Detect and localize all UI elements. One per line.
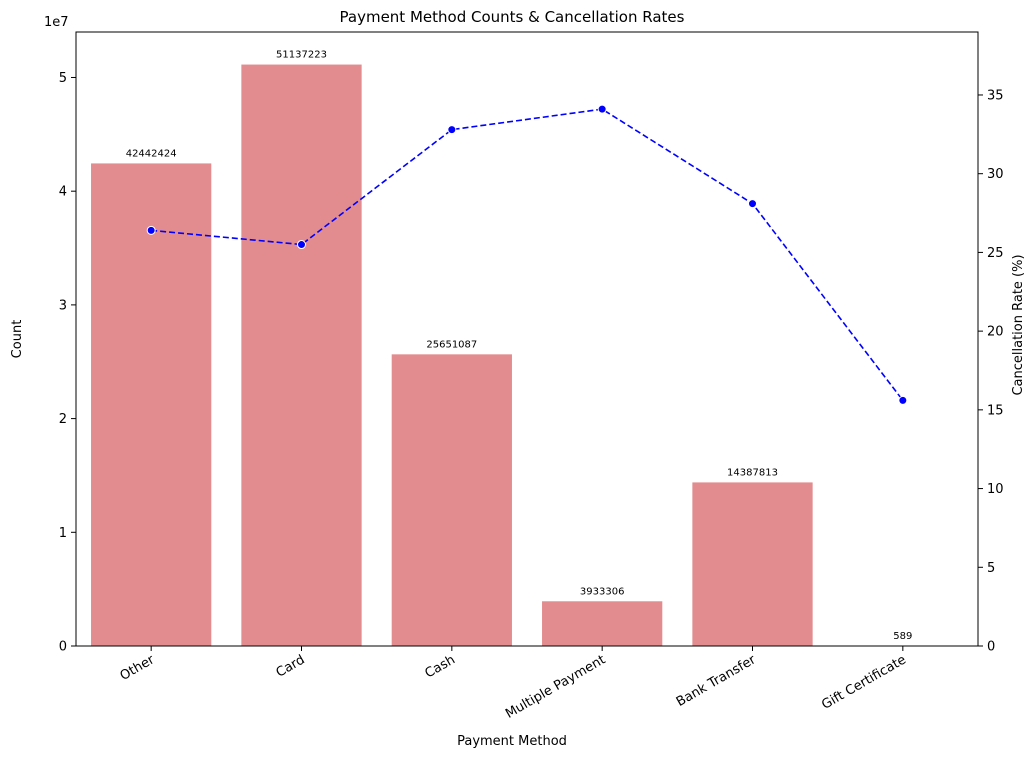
x-tick-label-2: Cash (423, 652, 458, 681)
cancellation-rate-point-3 (597, 104, 607, 114)
x-axis-ticks: Other Card Cash Multiple Payment Bank Transf… (118, 646, 909, 722)
plot-frame (75, 31, 979, 647)
y2-tick-label-6: 30 (987, 167, 1004, 182)
bar-value-label-2: 25651087 (426, 339, 477, 350)
bar-value-label-4: 14387813 (727, 467, 778, 478)
y-tick-label-0: 0 (59, 640, 67, 655)
x-tick-label-5: Gift Certificate (819, 652, 909, 712)
bar-labels-layer: 42442424 51137223 25651087 3933306 14387813 5… (126, 50, 913, 642)
cancellation-rate-point-1 (297, 240, 306, 250)
y2-tick-label-0: 0 (987, 640, 995, 655)
x-axis-title: Payment Method (457, 734, 567, 749)
bar-0 (91, 163, 212, 646)
cancellation-rate-point-0 (146, 225, 156, 235)
cancellation-rate-point-5 (898, 395, 908, 405)
y2-tick-label-1: 5 (987, 561, 995, 576)
bar-value-label-5: 589 (893, 631, 912, 642)
y2-tick-label-7: 35 (987, 88, 1004, 103)
x-tick-label-1: Card (274, 652, 308, 680)
y-tick-label-4: 4 (59, 185, 67, 200)
bars-layer (91, 64, 963, 646)
y2-tick-label-4: 20 (987, 325, 1004, 340)
y-tick-label-5: 5 (59, 71, 67, 86)
x-tick-label-0: Other (118, 652, 158, 684)
y-axis-title: Count (10, 320, 25, 359)
y-axis-ticks: 0 1 2 3 4 5 (59, 71, 76, 655)
bar-3 (542, 601, 663, 646)
bar-value-label-1: 51137223 (276, 50, 327, 61)
bar-4 (692, 482, 813, 646)
cancellation-rate-point-4 (748, 199, 757, 209)
y2-axis-title: Cancellation Rate (%) (1011, 254, 1026, 395)
bar-value-label-3: 3933306 (580, 586, 625, 597)
y2-tick-label-3: 15 (987, 403, 1004, 418)
line-layer (146, 104, 908, 405)
y-axis-offset-label: 1e7 (44, 15, 69, 30)
y-tick-label-3: 3 (59, 298, 67, 313)
cancellation-rate-point-2 (447, 125, 457, 135)
y2-axis-ticks: 0 5 10 15 20 25 30 35 (978, 88, 1004, 655)
x-tick-label-4: Bank Transfer (674, 652, 759, 710)
y-tick-label-2: 2 (59, 412, 67, 427)
y-tick-label-1: 1 (59, 526, 67, 541)
bar-1 (241, 64, 362, 646)
chart-title: Payment Method Counts & Cancellation Rat… (340, 8, 685, 26)
cancellation-rate-line (151, 108, 904, 401)
y2-tick-label-5: 25 (987, 246, 1004, 261)
bar-value-label-0: 42442424 (126, 148, 177, 159)
x-tick-label-3: Multiple Payment (503, 652, 608, 721)
y2-tick-label-2: 10 (987, 482, 1004, 497)
bar-2 (391, 354, 512, 646)
